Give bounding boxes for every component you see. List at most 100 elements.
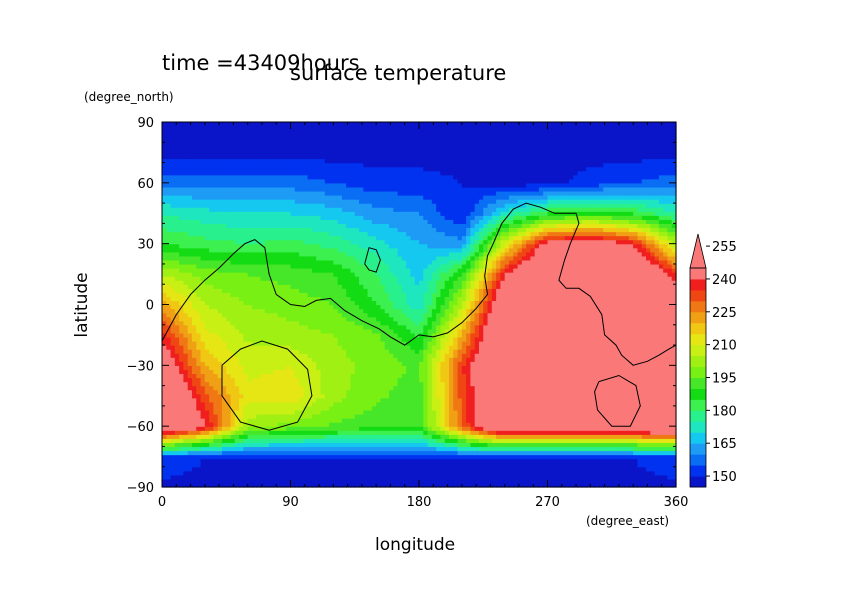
- heatmap-cell: [474, 446, 480, 452]
- heatmap-cell: [221, 397, 227, 403]
- heatmap-cell: [350, 361, 356, 366]
- heatmap-cell: [187, 474, 193, 480]
- heatmap-cell: [311, 405, 317, 411]
- heatmap-cell: [170, 438, 176, 443]
- heatmap-cell: [239, 405, 244, 411]
- heatmap-cell: [247, 365, 253, 370]
- heatmap-cell: [628, 341, 634, 346]
- heatmap-cell: [311, 389, 317, 395]
- heatmap-cell: [650, 324, 656, 330]
- heatmap-cell: [453, 418, 459, 423]
- heatmap-cell: [303, 442, 309, 448]
- heatmap-cell: [423, 397, 429, 403]
- heatmap-cell: [269, 385, 274, 391]
- heatmap-cell: [573, 458, 579, 464]
- heatmap-cell: [478, 454, 484, 460]
- heatmap-cell: [663, 418, 669, 423]
- heatmap-cell: [393, 332, 399, 338]
- heatmap-cell: [431, 349, 437, 354]
- heatmap-cell: [573, 422, 579, 427]
- heatmap-cell: [663, 409, 669, 415]
- heatmap-cell: [496, 357, 501, 362]
- heatmap-cell: [281, 328, 287, 334]
- heatmap-cell: [247, 373, 253, 379]
- heatmap-cell: [303, 458, 309, 464]
- heatmap-cell: [483, 341, 489, 346]
- heatmap-cell: [393, 361, 399, 366]
- heatmap-cell: [427, 442, 433, 448]
- heatmap-cell: [564, 389, 570, 395]
- heatmap-cell: [628, 442, 634, 448]
- heatmap-cell: [607, 446, 613, 452]
- heatmap-cell: [547, 466, 553, 472]
- heatmap-cell: [419, 482, 424, 488]
- heatmap-cell: [371, 466, 377, 472]
- heatmap-cell: [410, 397, 416, 403]
- heatmap-cell: [406, 349, 412, 354]
- heatmap-cell: [174, 450, 180, 456]
- heatmap-cell: [213, 336, 219, 342]
- heatmap-cell: [196, 438, 202, 443]
- heatmap-cell: [269, 482, 274, 488]
- heatmap-cell: [491, 349, 497, 354]
- heatmap-cell: [286, 450, 292, 456]
- heatmap-cell: [303, 426, 309, 431]
- heatmap-cell: [663, 466, 669, 472]
- heatmap-cell: [260, 353, 266, 358]
- heatmap-cell: [179, 393, 185, 399]
- heatmap-cell: [187, 462, 193, 468]
- heatmap-cell: [586, 426, 591, 431]
- heatmap-cell: [551, 361, 557, 366]
- heatmap-cell: [500, 389, 506, 395]
- heatmap-cell: [333, 357, 339, 362]
- heatmap-cell: [294, 349, 300, 354]
- heatmap-cell: [483, 482, 489, 488]
- heatmap-cell: [230, 345, 236, 350]
- heatmap-cell: [607, 324, 613, 330]
- heatmap-cell: [333, 332, 339, 338]
- heatmap-cell: [183, 397, 189, 403]
- heatmap-cell: [380, 466, 386, 472]
- heatmap-cell: [436, 369, 442, 375]
- heatmap-cell: [354, 381, 360, 387]
- heatmap-cell: [281, 320, 287, 326]
- heatmap-cell: [547, 324, 553, 330]
- heatmap-cell: [598, 434, 604, 439]
- heatmap-cell: [624, 381, 630, 387]
- heatmap-cell: [538, 353, 544, 358]
- heatmap-cell: [256, 401, 262, 407]
- heatmap-cell: [419, 316, 424, 322]
- heatmap-cell: [179, 450, 185, 456]
- heatmap-cell: [200, 320, 206, 326]
- heatmap-cell: [183, 332, 189, 338]
- heatmap-cell: [166, 418, 172, 423]
- heatmap-cell: [389, 349, 394, 354]
- heatmap-cell: [440, 389, 446, 395]
- heatmap-cell: [303, 405, 309, 411]
- heatmap-cell: [264, 361, 270, 366]
- heatmap-cell: [590, 328, 596, 334]
- heatmap-cell: [551, 478, 557, 484]
- heatmap-cell: [367, 345, 373, 350]
- heatmap-cell: [337, 458, 343, 464]
- heatmap-cell: [320, 474, 326, 480]
- heatmap-cell: [217, 405, 223, 411]
- heatmap-cell: [478, 369, 484, 375]
- heatmap-cell: [448, 324, 454, 330]
- heatmap-cell: [281, 393, 287, 399]
- heatmap-cell: [427, 466, 433, 472]
- heatmap-cell: [491, 341, 497, 346]
- heatmap-cell: [423, 401, 429, 407]
- heatmap-cell: [667, 409, 673, 415]
- heatmap-cell: [341, 478, 347, 484]
- heatmap-cell: [491, 324, 497, 330]
- heatmap-cell: [247, 349, 253, 354]
- heatmap-cell: [538, 365, 544, 370]
- heatmap-cell: [200, 482, 206, 488]
- heatmap-cell: [183, 349, 189, 354]
- heatmap-cell: [393, 353, 399, 358]
- heatmap-cell: [179, 328, 185, 334]
- heatmap-cell: [590, 458, 596, 464]
- heatmap-cell: [337, 373, 343, 379]
- heatmap-cell: [564, 454, 570, 460]
